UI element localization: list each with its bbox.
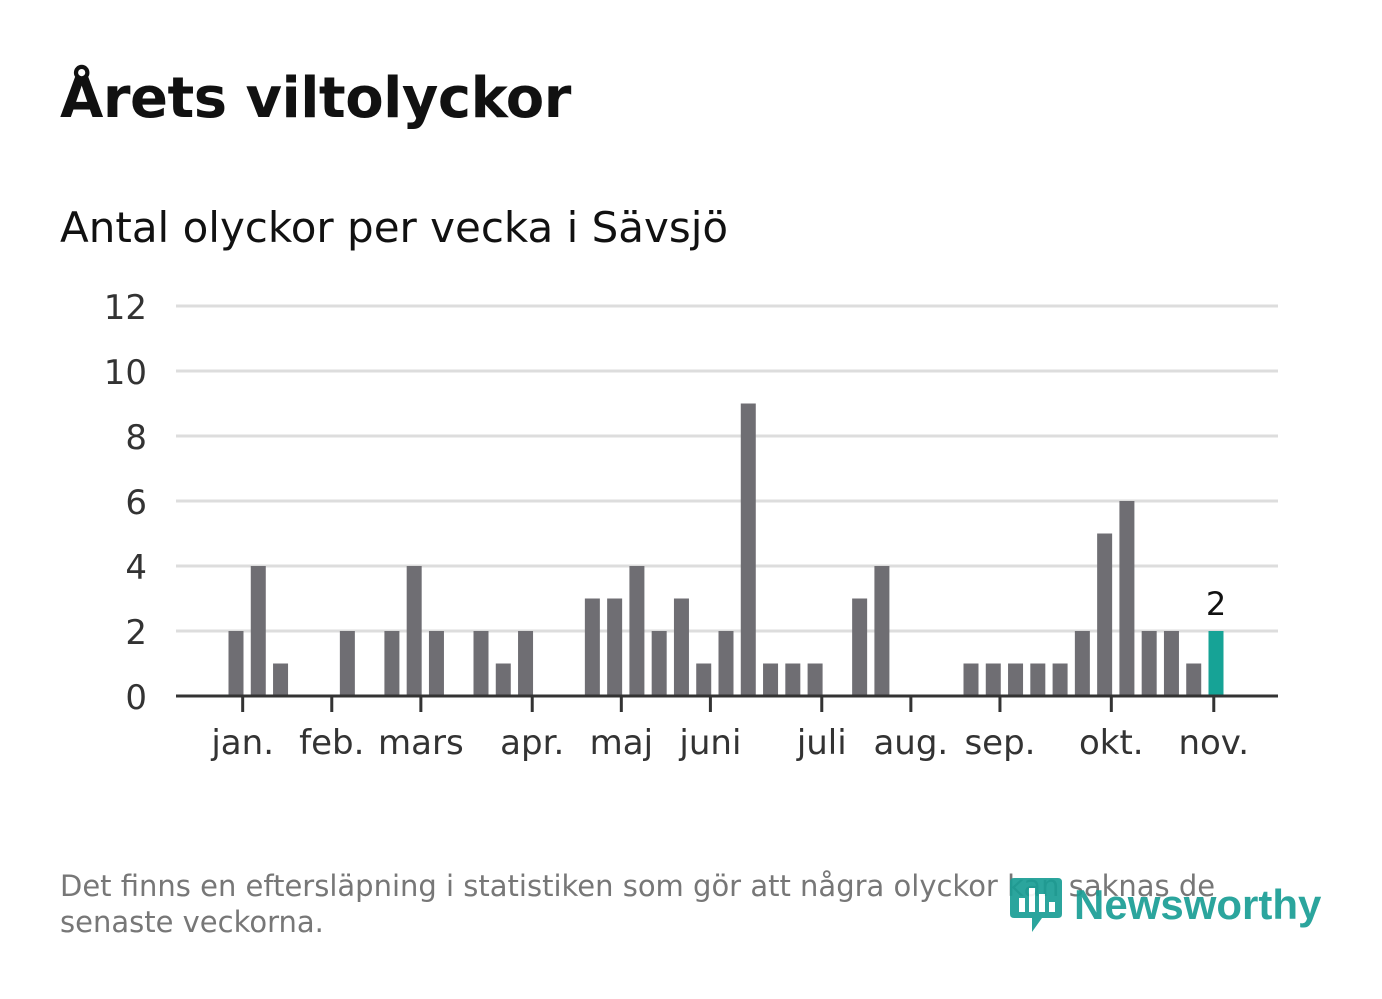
chart-subtitle: Antal olyckor per vecka i Sävsjö xyxy=(60,203,729,252)
x-tick-label: jan. xyxy=(210,723,274,763)
x-tick-label: nov. xyxy=(1178,723,1249,763)
bar xyxy=(763,663,779,696)
bar xyxy=(428,631,444,696)
newsworthy-logo-icon xyxy=(1010,878,1062,932)
bar xyxy=(1186,663,1202,696)
bar xyxy=(1119,501,1135,696)
bar xyxy=(1052,663,1068,696)
bar xyxy=(696,663,712,696)
x-tick-label: feb. xyxy=(299,723,364,763)
x-tick-label: sep. xyxy=(964,723,1035,763)
bar xyxy=(673,598,689,696)
bar xyxy=(874,566,890,696)
bar xyxy=(785,663,801,696)
bar xyxy=(1030,663,1046,696)
page-title: Årets viltolyckor xyxy=(60,66,571,131)
bar xyxy=(740,403,756,696)
bar xyxy=(384,631,400,696)
x-tick-label: juni xyxy=(678,723,741,763)
bar xyxy=(807,663,823,696)
bar xyxy=(250,566,266,696)
bar xyxy=(1097,533,1113,696)
newsworthy-logo: Newsworthy xyxy=(1008,874,1321,936)
bar xyxy=(406,566,422,696)
bar xyxy=(852,598,868,696)
bar xyxy=(339,631,355,696)
bar xyxy=(718,631,734,696)
bar xyxy=(495,663,511,696)
x-tick-label: mars xyxy=(378,723,464,763)
x-tick-label: okt. xyxy=(1079,723,1144,763)
x-tick-label: aug. xyxy=(873,723,948,763)
y-tick-label: 4 xyxy=(125,548,147,588)
bar xyxy=(1074,631,1090,696)
bar xyxy=(629,566,645,696)
y-tick-label: 6 xyxy=(125,483,147,523)
highlighted-bar xyxy=(1208,631,1224,696)
bar xyxy=(1163,631,1179,696)
bar xyxy=(273,663,289,696)
y-tick-label: 10 xyxy=(104,353,147,393)
y-tick-label: 0 xyxy=(125,678,147,718)
x-tick-label: maj xyxy=(590,723,653,763)
bar xyxy=(473,631,489,696)
logo-name: Newsworthy xyxy=(1074,881,1322,928)
y-tick-label: 8 xyxy=(125,418,147,458)
bar xyxy=(228,631,244,696)
y-tick-label: 2 xyxy=(125,613,147,653)
bar xyxy=(985,663,1001,696)
bar xyxy=(1141,631,1157,696)
x-tick-label: apr. xyxy=(500,723,564,763)
bar xyxy=(1008,663,1024,696)
bar xyxy=(963,663,979,696)
bar xyxy=(518,631,534,696)
bar xyxy=(607,598,623,696)
bar xyxy=(651,631,667,696)
bar xyxy=(584,598,600,696)
y-tick-label: 12 xyxy=(104,288,147,328)
data-label: 2 xyxy=(1206,585,1226,623)
x-tick-label: juli xyxy=(796,723,847,763)
